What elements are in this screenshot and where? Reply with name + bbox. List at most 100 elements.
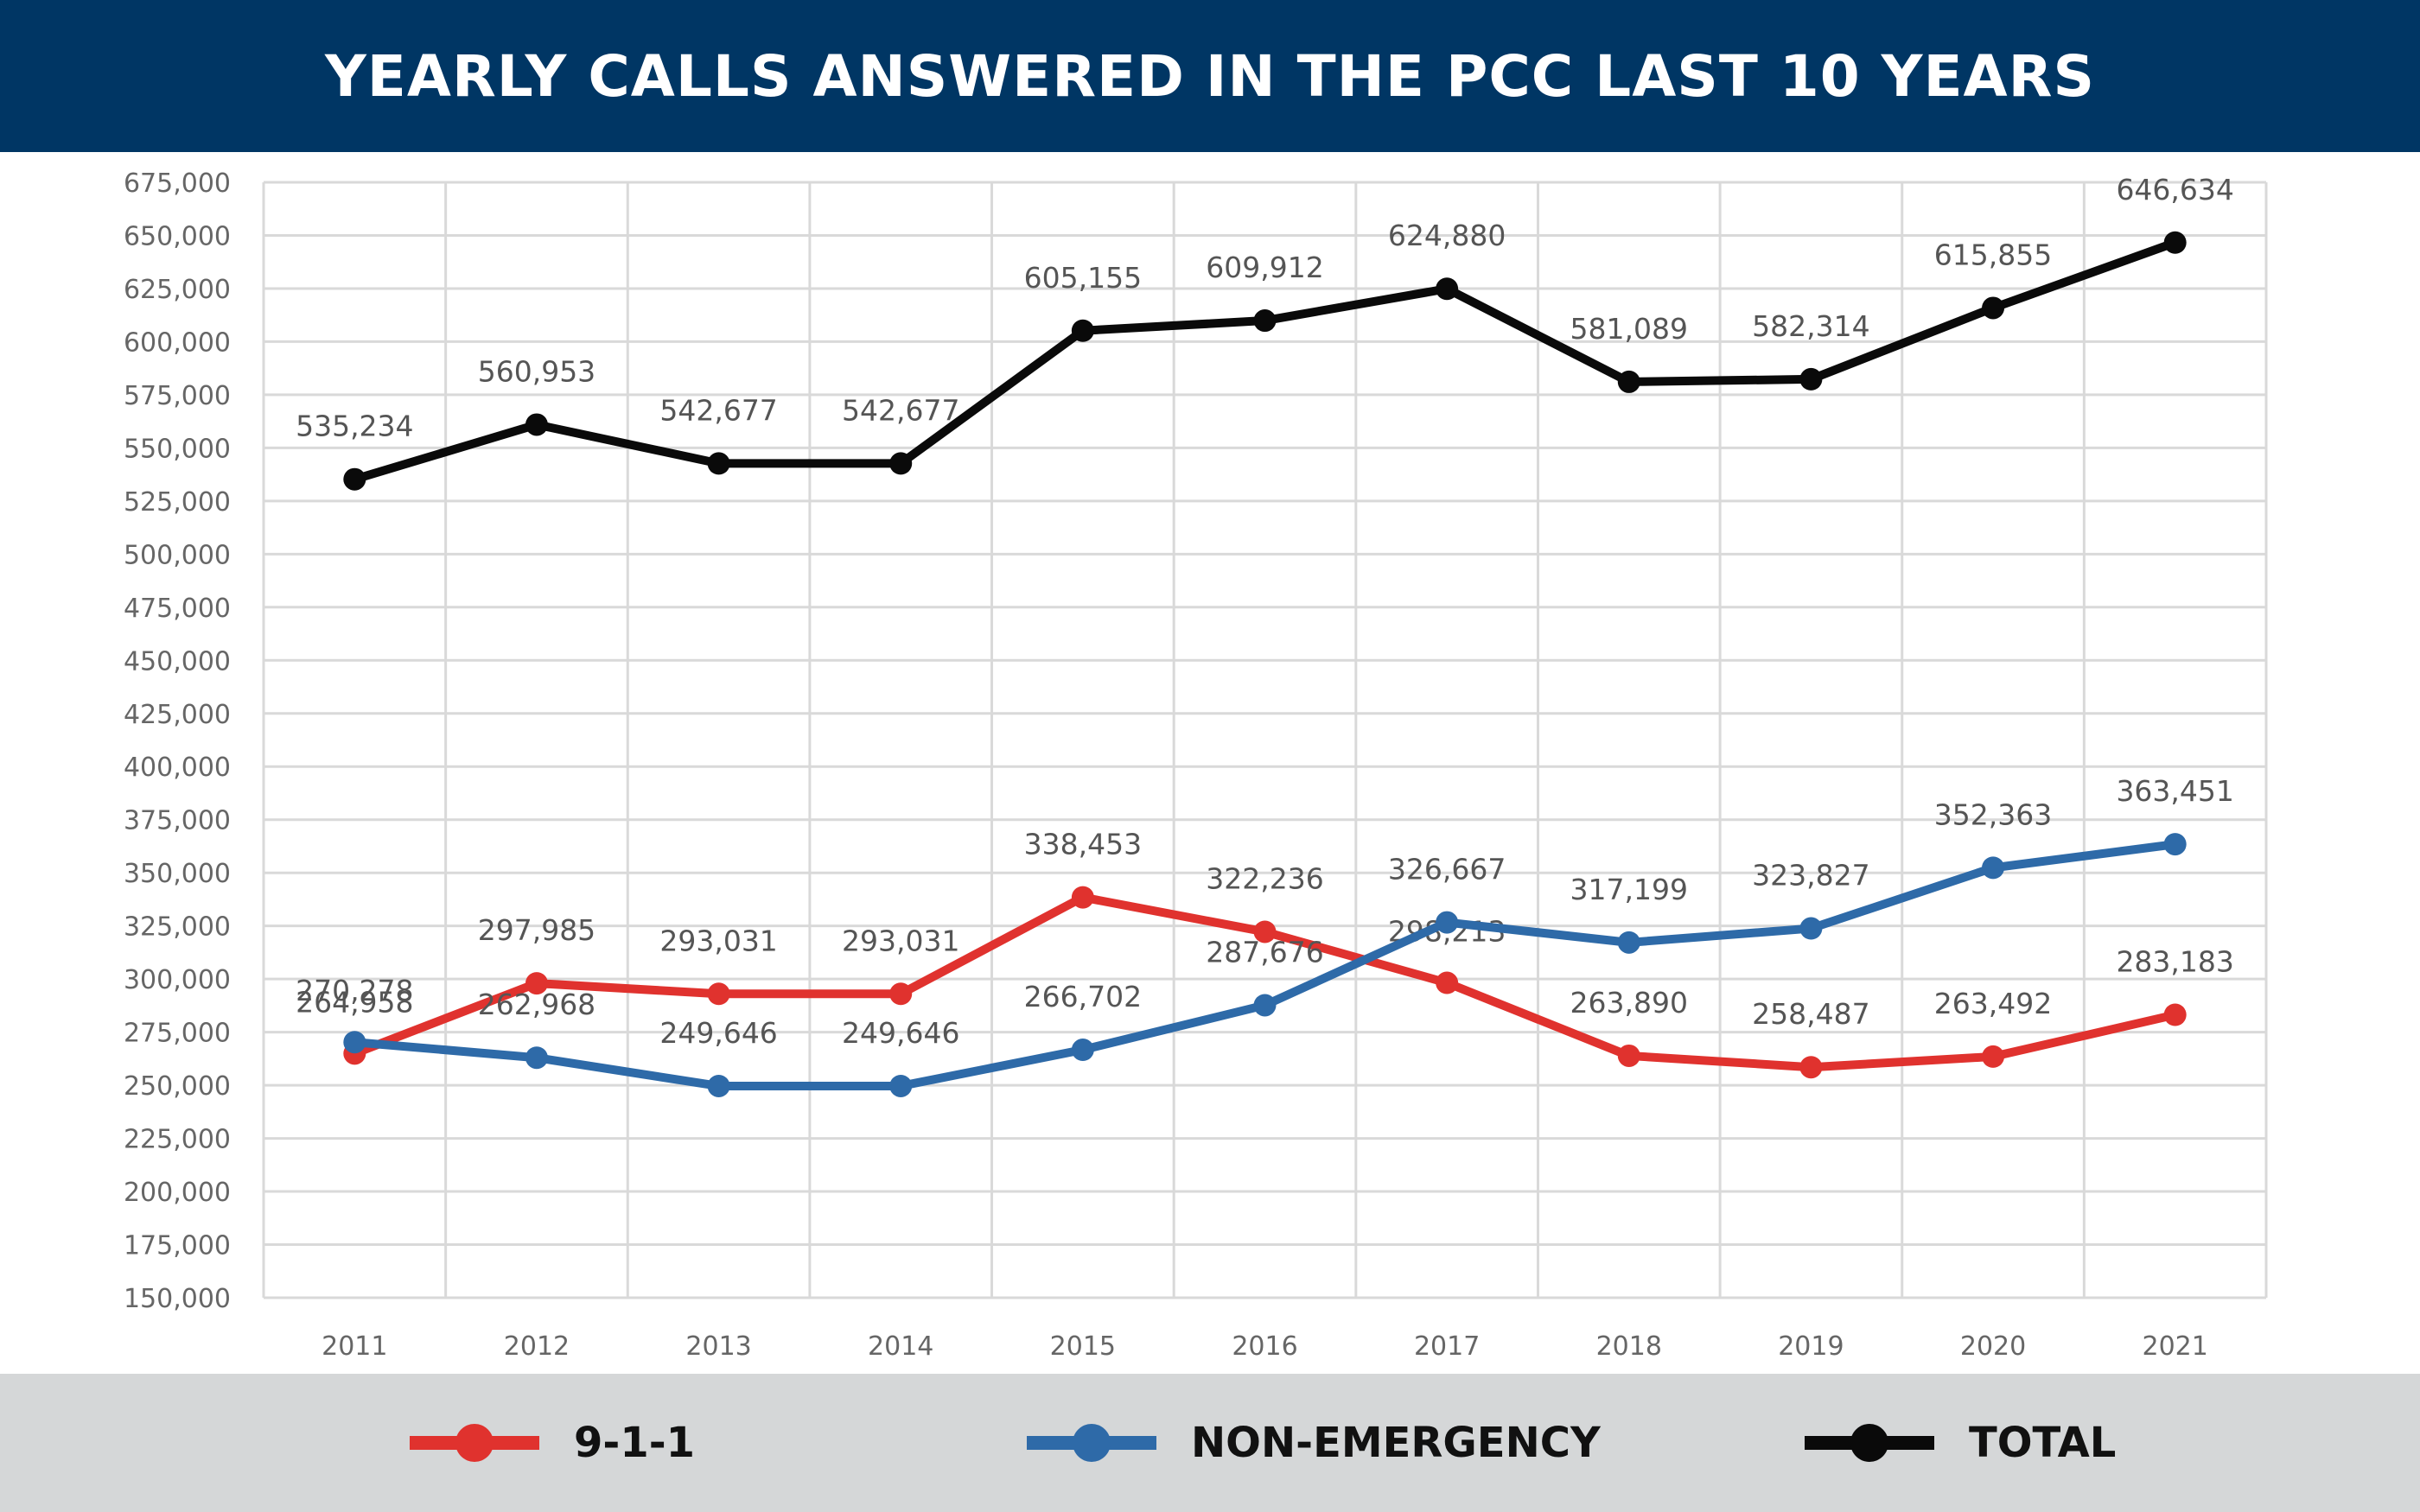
data-point-non-emergency <box>343 1031 366 1054</box>
data-label-total: 560,953 <box>478 354 595 388</box>
data-point-9-1-1 <box>1436 971 1459 994</box>
x-tick-label: 2020 <box>1960 1331 2026 1362</box>
y-tick-label: 575,000 <box>124 381 231 411</box>
y-tick-label: 400,000 <box>124 753 231 783</box>
data-point-9-1-1 <box>1071 886 1094 909</box>
data-point-total <box>343 467 366 491</box>
data-label-9-1-1: 297,985 <box>478 913 595 947</box>
y-tick-label: 250,000 <box>124 1071 231 1102</box>
x-tick-label: 2019 <box>1778 1331 1844 1362</box>
y-tick-label: 300,000 <box>124 965 231 995</box>
data-point-total <box>1436 277 1459 301</box>
y-tick-label: 675,000 <box>124 168 231 199</box>
data-point-total <box>707 452 730 475</box>
data-point-9-1-1 <box>1799 1056 1823 1079</box>
y-tick-label: 525,000 <box>124 487 231 518</box>
data-point-non-emergency <box>1982 856 2005 880</box>
data-label-non-emergency: 270,278 <box>296 974 413 1007</box>
data-point-non-emergency <box>525 1046 548 1070</box>
data-point-total <box>1799 367 1823 391</box>
chart-title: YEARLY CALLS ANSWERED IN THE PCC LAST 10… <box>325 42 2095 110</box>
data-point-9-1-1 <box>889 982 913 1006</box>
data-point-total <box>1253 309 1277 333</box>
legend-item-total: TOTAL <box>1805 1374 2116 1512</box>
y-tick-label: 600,000 <box>124 327 231 358</box>
data-label-non-emergency: 363,451 <box>2116 774 2233 808</box>
data-label-9-1-1: 258,487 <box>1752 997 1869 1031</box>
y-tick-label: 475,000 <box>124 594 231 624</box>
x-tick-label: 2017 <box>1414 1331 1480 1362</box>
data-label-9-1-1: 263,492 <box>1934 987 2052 1020</box>
y-tick-label: 225,000 <box>124 1125 231 1155</box>
data-point-non-emergency <box>1071 1039 1094 1062</box>
legend: 9-1-1 NON-EMERGENCY TOTAL <box>0 1374 2420 1512</box>
legend-swatch-911 <box>410 1424 539 1462</box>
data-label-9-1-1: 338,453 <box>1024 828 1142 861</box>
data-label-non-emergency: 262,968 <box>478 988 595 1021</box>
data-label-9-1-1: 263,890 <box>1570 986 1688 1020</box>
data-label-non-emergency: 323,827 <box>1752 859 1869 893</box>
y-tick-label: 375,000 <box>124 806 231 836</box>
legend-label-total: TOTAL <box>1969 1419 2117 1467</box>
data-point-9-1-1 <box>2163 1003 2187 1026</box>
data-point-non-emergency <box>1253 994 1277 1017</box>
y-tick-label: 150,000 <box>124 1284 231 1314</box>
data-label-non-emergency: 266,702 <box>1024 980 1142 1013</box>
data-label-total: 542,677 <box>659 393 777 427</box>
data-label-9-1-1: 293,031 <box>842 924 959 957</box>
legend-swatch-total <box>1805 1424 1934 1462</box>
y-tick-label: 650,000 <box>124 221 231 251</box>
data-label-9-1-1: 264,958 <box>296 985 413 1019</box>
data-label-total: 615,855 <box>1934 238 2052 271</box>
data-label-total: 646,634 <box>2116 173 2233 206</box>
data-point-total <box>525 413 548 436</box>
legend-item-911: 9-1-1 <box>410 1374 695 1512</box>
data-label-9-1-1: 293,031 <box>659 924 777 957</box>
data-point-non-emergency <box>1617 931 1640 954</box>
x-tick-label: 2014 <box>868 1331 933 1362</box>
data-point-9-1-1 <box>1982 1045 2005 1068</box>
data-point-total <box>2163 231 2187 254</box>
data-point-non-emergency <box>707 1074 730 1097</box>
y-tick-label: 425,000 <box>124 700 231 730</box>
x-tick-label: 2018 <box>1596 1331 1662 1362</box>
data-point-non-emergency <box>1436 911 1459 934</box>
data-point-9-1-1 <box>707 982 730 1006</box>
data-point-9-1-1 <box>1617 1044 1640 1067</box>
data-label-total: 609,912 <box>1206 251 1323 284</box>
data-point-9-1-1 <box>525 972 548 995</box>
data-label-9-1-1: 322,236 <box>1206 861 1323 895</box>
data-point-total <box>1071 319 1094 342</box>
y-tick-label: 500,000 <box>124 540 231 570</box>
y-tick-label: 175,000 <box>124 1231 231 1261</box>
data-point-total <box>1982 296 2005 320</box>
x-tick-label: 2012 <box>504 1331 570 1362</box>
data-point-non-emergency <box>889 1074 913 1097</box>
legend-label-non-emergency: NON-EMERGENCY <box>1191 1419 1601 1467</box>
legend-swatch-non-emergency <box>1027 1424 1156 1462</box>
data-label-total: 542,677 <box>842 393 959 427</box>
data-label-non-emergency: 317,199 <box>1570 873 1688 906</box>
x-tick-label: 2016 <box>1232 1331 1297 1362</box>
y-tick-label: 450,000 <box>124 646 231 677</box>
x-tick-label: 2013 <box>685 1331 751 1362</box>
x-tick-label: 2011 <box>322 1331 387 1362</box>
data-label-9-1-1: 283,183 <box>2116 944 2233 978</box>
y-tick-label: 325,000 <box>124 912 231 943</box>
data-label-non-emergency: 249,646 <box>659 1016 777 1050</box>
data-label-non-emergency: 326,667 <box>1388 853 1506 886</box>
line-chart: 150,000 175,000 200,000 225,000 250,000 275,0… <box>124 168 2268 1362</box>
x-tick-label: 2021 <box>2143 1331 2208 1362</box>
data-label-total: 582,314 <box>1752 309 1869 343</box>
y-tick-label: 200,000 <box>124 1178 231 1208</box>
y-tick-label: 550,000 <box>124 434 231 464</box>
y-tick-label: 275,000 <box>124 1019 231 1049</box>
data-point-9-1-1 <box>1253 920 1277 943</box>
data-point-total <box>889 452 913 475</box>
data-point-non-emergency <box>2163 833 2187 856</box>
title-bar: YEARLY CALLS ANSWERED IN THE PCC LAST 10… <box>0 0 2420 152</box>
data-label-non-emergency: 287,676 <box>1206 935 1323 969</box>
data-label-total: 605,155 <box>1024 261 1142 295</box>
data-point-non-emergency <box>1799 917 1823 940</box>
data-label-non-emergency: 249,646 <box>842 1016 959 1050</box>
